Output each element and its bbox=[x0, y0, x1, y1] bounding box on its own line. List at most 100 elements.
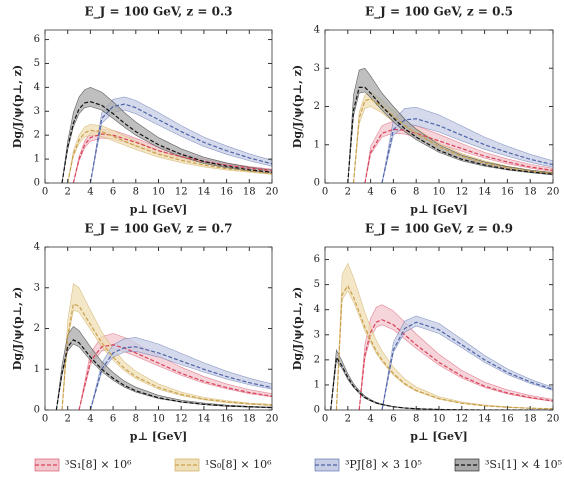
uncertainty-band bbox=[61, 87, 272, 183]
y-tick-label: 0 bbox=[34, 178, 40, 189]
central-line bbox=[61, 303, 272, 410]
x-tick-label: 2 bbox=[65, 187, 71, 198]
y-tick-label: 0 bbox=[314, 405, 320, 416]
uncertainty-band bbox=[336, 262, 553, 410]
y-axis-label: Dg/J/ψ(p⊥, z) bbox=[11, 65, 24, 148]
y-tick-label: 4 bbox=[34, 242, 40, 253]
y-tick-label: 1 bbox=[34, 364, 40, 375]
legend-label: ³S₁[1] × 4 10⁵ bbox=[485, 458, 562, 471]
x-axis-label: p⊥ [GeV] bbox=[410, 430, 467, 443]
x-tick-label: 4 bbox=[87, 187, 93, 198]
uncertainty-band bbox=[61, 283, 272, 410]
x-tick-label: 18 bbox=[243, 414, 256, 425]
uncertainty-band bbox=[56, 326, 272, 410]
uncertainty-band bbox=[381, 315, 553, 410]
y-tick-label: 5 bbox=[34, 58, 40, 69]
central-line bbox=[381, 118, 553, 183]
x-tick-label: 6 bbox=[110, 414, 116, 425]
x-tick-label: 20 bbox=[266, 187, 279, 198]
x-tick-label: 12 bbox=[455, 414, 468, 425]
y-tick-label: 3 bbox=[34, 282, 40, 293]
uncertainty-band bbox=[330, 348, 553, 410]
x-tick-label: 16 bbox=[220, 187, 233, 198]
x-tick-label: 14 bbox=[478, 187, 491, 198]
x-tick-label: 8 bbox=[133, 414, 139, 425]
panel-title: E_J = 100 GeV, z = 0.3 bbox=[84, 5, 232, 20]
y-tick-label: 2 bbox=[314, 101, 320, 112]
x-tick-label: 18 bbox=[524, 187, 537, 198]
y-tick-label: 0 bbox=[34, 405, 40, 416]
panel: E_J = 100 GeV, z = 0.7 p⊥ [GeV] Dg/J/ψ(p⊥,… bbox=[11, 222, 278, 444]
y-tick-label: 3 bbox=[314, 63, 320, 74]
x-tick-label: 12 bbox=[175, 414, 188, 425]
x-tick-label: 14 bbox=[198, 414, 211, 425]
y-tick-label: 4 bbox=[34, 82, 40, 93]
plot-area bbox=[347, 67, 553, 183]
x-tick-label: 6 bbox=[390, 414, 396, 425]
x-tick-label: 0 bbox=[322, 414, 328, 425]
x-axis-label: p⊥ [GeV] bbox=[130, 203, 187, 216]
central-line bbox=[61, 101, 272, 183]
y-tick-label: 4 bbox=[314, 25, 320, 36]
x-tick-label: 2 bbox=[65, 414, 71, 425]
plot-area bbox=[61, 87, 272, 183]
y-tick-label: 1 bbox=[314, 139, 320, 150]
y-tick-label: 6 bbox=[34, 34, 40, 45]
x-tick-label: 10 bbox=[433, 414, 446, 425]
x-tick-label: 4 bbox=[367, 187, 373, 198]
x-axis-label: p⊥ [GeV] bbox=[130, 430, 187, 443]
uncertainty-band bbox=[90, 337, 272, 410]
x-tick-label: 10 bbox=[433, 187, 446, 198]
x-tick-label: 0 bbox=[42, 187, 48, 198]
x-tick-label: 4 bbox=[367, 414, 373, 425]
central-line bbox=[67, 129, 272, 183]
x-tick-label: 8 bbox=[133, 187, 139, 198]
x-tick-label: 12 bbox=[175, 187, 188, 198]
panel: E_J = 100 GeV, z = 0.5 p⊥ [GeV] Dg/J/ψ(p⊥,… bbox=[291, 5, 559, 217]
x-tick-label: 0 bbox=[42, 414, 48, 425]
central-line bbox=[72, 133, 272, 183]
central-line bbox=[381, 321, 553, 410]
x-tick-label: 10 bbox=[152, 414, 165, 425]
y-tick-label: 1 bbox=[314, 379, 320, 390]
y-axis-label: Dg/J/ψ(p⊥, z) bbox=[291, 287, 304, 370]
x-tick-label: 8 bbox=[413, 414, 419, 425]
x-tick-label: 4 bbox=[87, 414, 93, 425]
x-tick-label: 2 bbox=[345, 414, 351, 425]
x-tick-label: 6 bbox=[390, 187, 396, 198]
y-tick-label: 4 bbox=[314, 304, 320, 315]
x-axis-label: p⊥ [GeV] bbox=[410, 203, 467, 216]
y-tick-label: 3 bbox=[314, 329, 320, 340]
central-line bbox=[55, 339, 272, 410]
x-tick-label: 14 bbox=[478, 414, 491, 425]
x-tick-label: 12 bbox=[455, 187, 468, 198]
panel-title: E_J = 100 GeV, z = 0.7 bbox=[84, 222, 232, 237]
central-line bbox=[78, 344, 272, 410]
legend-label: ¹S₀[8] × 10⁶ bbox=[205, 458, 272, 471]
y-tick-label: 5 bbox=[314, 279, 320, 290]
y-tick-label: 6 bbox=[314, 254, 320, 265]
frame bbox=[324, 29, 554, 184]
central-line bbox=[352, 98, 553, 183]
x-tick-label: 20 bbox=[547, 414, 560, 425]
central-line bbox=[335, 284, 553, 410]
uncertainty-band bbox=[358, 304, 553, 410]
central-line bbox=[364, 128, 553, 183]
legend-label: ³PJ[8] × 3 10⁵ bbox=[345, 458, 422, 471]
panel: E_J = 100 GeV, z = 0.9 p⊥ [GeV] Dg/J/ψ(p⊥,… bbox=[291, 222, 559, 444]
x-tick-label: 18 bbox=[243, 187, 256, 198]
legend-label: ³S₁[8] × 10⁶ bbox=[65, 458, 132, 471]
panel: E_J = 100 GeV, z = 0.3 p⊥ [GeV] Dg/J/ψ(p⊥,… bbox=[11, 5, 278, 217]
x-tick-label: 2 bbox=[345, 187, 351, 198]
x-tick-label: 20 bbox=[266, 414, 279, 425]
central-line bbox=[330, 355, 553, 410]
y-tick-label: 2 bbox=[34, 130, 40, 141]
central-line bbox=[89, 346, 272, 410]
panel-title: E_J = 100 GeV, z = 0.9 bbox=[365, 222, 513, 237]
y-axis-label: Dg/J/ψ(p⊥, z) bbox=[291, 65, 304, 148]
central-line bbox=[347, 86, 553, 183]
x-tick-label: 14 bbox=[198, 187, 211, 198]
y-tick-label: 3 bbox=[34, 106, 40, 117]
plot-area bbox=[330, 262, 553, 410]
